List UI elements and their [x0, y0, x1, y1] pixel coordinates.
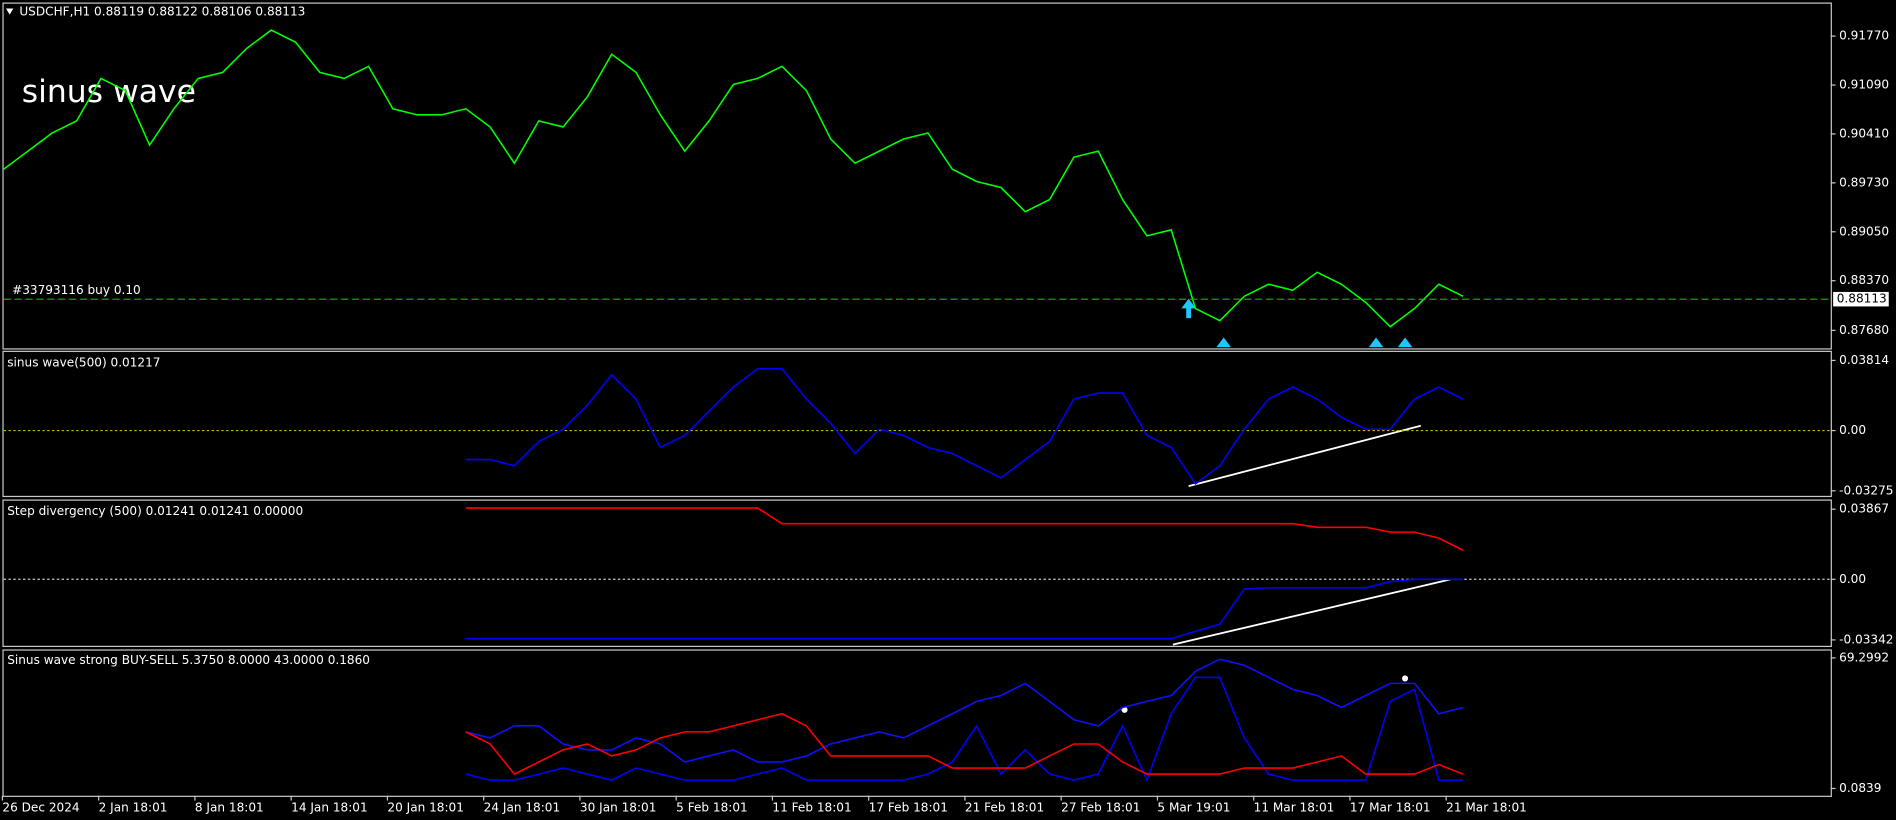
- x-tick-label: 11 Mar 18:01: [1254, 800, 1335, 814]
- y-tick-label: 0.91090: [1839, 78, 1889, 92]
- y-tick-label: 0.91770: [1839, 29, 1889, 43]
- series-line: [465, 367, 1464, 486]
- price-tag: [1833, 291, 1889, 307]
- y-tick-label: 0.87680: [1839, 323, 1889, 337]
- x-tick-label: 21 Feb 18:01: [965, 800, 1044, 814]
- x-tick-label: 27 Feb 18:01: [1061, 800, 1140, 814]
- pane-title: Step divergency (500) 0.01241 0.01241 0.…: [7, 504, 303, 518]
- series-line: [465, 658, 1464, 763]
- y-tick-label: 0.00: [1839, 423, 1866, 437]
- x-tick-label: 2 Jan 18:01: [99, 800, 168, 814]
- x-tick-label: 8 Jan 18:01: [195, 800, 264, 814]
- order-label: #33793116 buy 0.10: [12, 283, 141, 297]
- y-tick-label: 0.03867: [1839, 502, 1889, 516]
- y-tick-label: 69.2992: [1839, 650, 1889, 664]
- y-tick-label: 0.0839: [1839, 781, 1881, 795]
- x-tick-label: 5 Feb 18:01: [676, 800, 748, 814]
- pane-frame: [2, 499, 1832, 647]
- signal-stars: [1121, 675, 1409, 713]
- menu-arrow[interactable]: [6, 8, 14, 15]
- y-tick-label: 0.00: [1839, 572, 1866, 586]
- pane-frame: [2, 350, 1832, 498]
- x-tick-label: 5 Mar 19:01: [1157, 800, 1230, 814]
- y-tick-label: 0.89730: [1839, 175, 1889, 189]
- trend-line: [1172, 578, 1452, 646]
- symbol-header: USDCHF,H1 0.88119 0.88122 0.88106 0.8811…: [19, 5, 305, 19]
- series-line: [465, 507, 1464, 551]
- y-tick-label: 0.90410: [1839, 126, 1889, 140]
- plot-layer: 0.91770 0.91090 0.90410 0.89730 0.89050 0.883…: [1, 29, 1893, 814]
- x-tick-label: 24 Jan 18:01: [484, 800, 560, 814]
- y-tick-label: 0.03814: [1839, 353, 1889, 367]
- y-tick-label: 0.88370: [1839, 273, 1889, 287]
- x-tick-label: 20 Jan 18:01: [387, 800, 463, 814]
- y-tick-label: -0.03275: [1839, 483, 1893, 497]
- chart-annotation: sinus wave: [22, 74, 196, 110]
- pane-title: sinus wave(500) 0.01217: [7, 355, 160, 369]
- price-tag-label: 0.88113: [1837, 292, 1887, 306]
- pane-frame: [2, 2, 1832, 350]
- y-tick-label: 0.89050: [1839, 224, 1889, 238]
- y-tick-label: -0.03342: [1839, 632, 1893, 646]
- x-tick-label: 17 Feb 18:01: [869, 800, 948, 814]
- x-tick-label: 17 Mar 18:01: [1350, 800, 1431, 814]
- series-line: [3, 29, 1464, 328]
- x-tick-label: 30 Jan 18:01: [580, 800, 656, 814]
- x-tick-label: 11 Feb 18:01: [772, 800, 851, 814]
- x-tick-label: 21 Mar 18:01: [1446, 800, 1527, 814]
- x-tick-label: 26 Dec 2024: [2, 800, 79, 814]
- series-line: [465, 712, 1464, 776]
- trend-line: [1188, 424, 1422, 488]
- x-tick-label: 14 Jan 18:01: [291, 800, 367, 814]
- series-line: [465, 578, 1464, 640]
- series-line: [465, 676, 1464, 783]
- pane-title: Sinus wave strong BUY-SELL 5.3750 8.0000…: [7, 653, 370, 667]
- pane-frame: [2, 649, 1832, 797]
